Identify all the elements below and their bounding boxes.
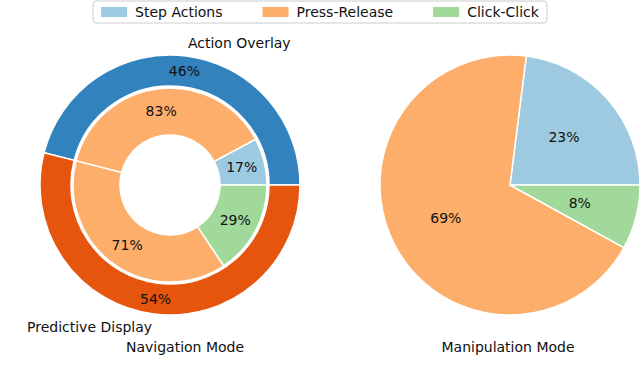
legend-swatch [101, 7, 127, 17]
labels: 46% Action Overlay 17% 83% 54% Predictive Dis… [27, 35, 291, 335]
data-label: 23% [548, 129, 579, 145]
chart-title: Navigation Mode [126, 339, 244, 355]
category-label: Action Overlay [188, 35, 291, 51]
slice [510, 56, 640, 185]
outer-slice [40, 153, 300, 315]
data-label: 8% [569, 195, 591, 211]
legend-item: Click-Click [433, 4, 540, 20]
inner-slice [198, 185, 267, 266]
legend: Step Actions Press-Release Click-Click [93, 1, 547, 23]
data-label: 83% [146, 103, 177, 119]
category-label: Predictive Display [27, 319, 152, 335]
data-label: 46% [169, 63, 200, 79]
slice [510, 185, 640, 248]
legend-swatch [263, 7, 289, 17]
marks [40, 55, 300, 315]
data-label: 29% [220, 212, 251, 228]
legend-item: Step Actions [101, 4, 222, 20]
legend-item: Press-Release [263, 4, 394, 20]
data-label: 71% [112, 237, 143, 253]
data-label: 17% [226, 159, 257, 175]
data-label: 69% [430, 210, 461, 226]
chart: 46% Action Overlay 17% 83% 54% Predictive Dis… [27, 35, 300, 355]
chart: 23% 69% 8% Manipulation Mode [380, 55, 640, 355]
legend-frame [93, 1, 547, 23]
legend-label: Step Actions [135, 4, 222, 20]
legend-swatch [433, 7, 459, 17]
data-label: 54% [140, 291, 171, 307]
inner-slice [73, 161, 224, 282]
marks [380, 55, 640, 315]
legend-label: Click-Click [467, 4, 540, 20]
chart-title: Manipulation Mode [441, 339, 574, 355]
labels: 23% 69% 8% [430, 129, 591, 225]
legend-label: Press-Release [297, 4, 394, 20]
